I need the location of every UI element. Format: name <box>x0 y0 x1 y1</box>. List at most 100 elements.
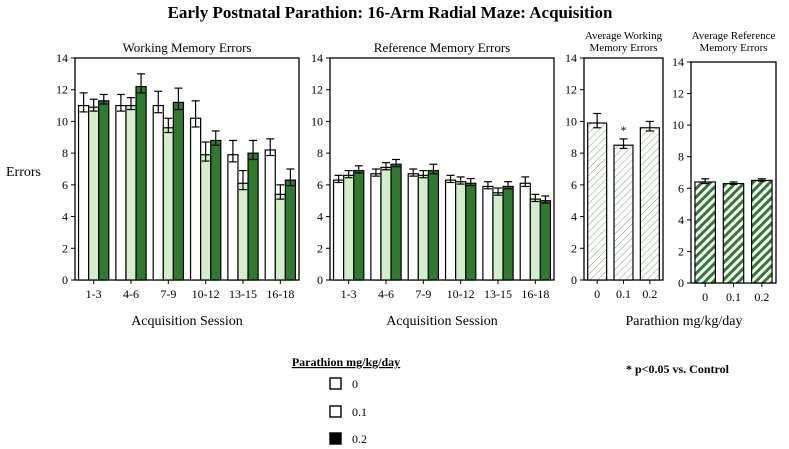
bar-13-15-dose-0.1 <box>237 182 249 281</box>
bar-7-9-dose-0 <box>152 104 164 281</box>
bar-16-18-dose-0 <box>264 149 276 281</box>
significance-note: * p<0.05 vs. Control <box>626 362 730 376</box>
x-tick-label: 13-15 <box>484 287 512 301</box>
bar-4-6-dose-0.1 <box>380 166 392 281</box>
legend-swatch-0 <box>329 377 342 390</box>
bar-10-12-dose-0.1 <box>455 181 467 281</box>
chart-title: Average Working <box>585 30 663 42</box>
x-tick-label: 7-9 <box>160 287 176 301</box>
y-tick-label: 0 <box>571 273 577 287</box>
bar-4-6-dose-0.1 <box>125 104 137 281</box>
chart-title: Working Memory Errors <box>123 40 252 55</box>
y-tick-label: 6 <box>571 178 577 192</box>
bar-16-18-dose-0.1 <box>529 198 541 281</box>
y-tick-label: 10 <box>565 114 577 128</box>
chart-panel-1: 0 2 4 6 8 10 12 14 Working Memory Errors Acquisit… <box>56 40 300 329</box>
x-axis-label: Acquisition Session <box>131 314 243 329</box>
y-axis-label: Errors <box>6 165 41 180</box>
y-tick-label: 8 <box>317 146 323 160</box>
legend-title: Parathion mg/kg/day <box>292 355 400 369</box>
y-tick-label: 0 <box>317 273 323 287</box>
y-tick-label: 10 <box>56 114 68 128</box>
y-tick-label: 12 <box>311 83 323 97</box>
bar-1-3-dose-0.1 <box>88 106 100 281</box>
bar-7-9-dose-0.1 <box>417 174 429 281</box>
y-tick-label: 14 <box>56 51 68 65</box>
y-tick-label: 12 <box>672 87 684 101</box>
figure-title: Early Postnatal Parathion: 16-Arm Radial… <box>168 3 613 22</box>
bar-dose-0.2 <box>639 127 660 281</box>
bar-10-12-dose-0 <box>189 117 202 281</box>
bar-10-12-dose-0.2 <box>210 139 222 281</box>
legend-label-0-2: 0.2 <box>352 432 367 446</box>
chart-title: Memory Errors <box>699 42 767 54</box>
plot-frame <box>329 57 555 281</box>
bar-4-6-dose-0 <box>115 104 127 281</box>
y-tick-label: 12 <box>565 83 577 97</box>
bar-16-18-dose-0.2 <box>539 200 552 281</box>
y-tick-label: 14 <box>672 55 684 69</box>
y-tick-label: 4 <box>62 210 68 224</box>
chart-panel-2: 0 2 4 6 8 10 12 14 Reference Memory Errors Acquis… <box>311 40 555 329</box>
bar-7-9-dose-0 <box>407 173 419 281</box>
bar-16-18-dose-0.1 <box>274 193 286 281</box>
y-tick-label: 2 <box>678 244 684 258</box>
y-tick-label: 8 <box>571 146 577 160</box>
x-tick-label: 16-18 <box>521 287 549 301</box>
x-tick-label: 0 <box>594 287 600 301</box>
chart-title: Memory Errors <box>589 42 657 54</box>
bar-dose-0.1 <box>722 182 745 284</box>
y-tick-label: 12 <box>56 83 68 97</box>
bar-16-18-dose-0.2 <box>284 179 297 281</box>
y-tick-label: 6 <box>678 181 684 195</box>
x-tick-label: 10-12 <box>447 287 475 301</box>
bar-dose-0.2 <box>751 179 773 284</box>
bar-4-6-dose-0.2 <box>390 163 402 281</box>
legend-swatch-0-2 <box>329 432 342 445</box>
x-tick-label: 1-3 <box>86 287 102 301</box>
x-tick-label: 16-18 <box>266 287 294 301</box>
bar-dose-0 <box>587 122 608 281</box>
bar-1-3-dose-0 <box>332 179 345 281</box>
x-tick-label: 4-6 <box>378 287 394 301</box>
bar-10-12-dose-0.2 <box>465 182 477 281</box>
plot-frame <box>74 57 300 281</box>
bar-13-15-dose-0.1 <box>492 192 504 281</box>
x-axis-label: Parathion mg/kg/day <box>625 314 742 329</box>
bar-4-6-dose-0 <box>370 173 382 281</box>
bar-7-9-dose-0.2 <box>172 101 185 281</box>
x-tick-label: 10-12 <box>192 287 220 301</box>
bar-13-15-dose-0.2 <box>247 152 259 281</box>
x-tick-label: 13-15 <box>229 287 257 301</box>
y-tick-label: 2 <box>62 241 68 255</box>
y-tick-label: 6 <box>62 178 68 192</box>
bar-13-15-dose-0 <box>482 185 494 281</box>
y-tick-label: 4 <box>317 210 323 224</box>
bar-1-3-dose-0.1 <box>343 174 355 281</box>
bar-dose-0 <box>694 181 716 284</box>
y-tick-label: 14 <box>565 51 577 65</box>
y-tick-label: 10 <box>672 118 684 132</box>
y-tick-label: 4 <box>571 210 577 224</box>
y-tick-label: 6 <box>317 178 323 192</box>
bar-10-12-dose-0 <box>444 179 457 281</box>
legend-label-0: 0 <box>352 377 358 391</box>
bar-13-15-dose-0.2 <box>502 185 514 281</box>
x-tick-label: 7-9 <box>415 287 431 301</box>
y-tick-label: 2 <box>571 241 577 255</box>
y-tick-label: 2 <box>317 241 323 255</box>
x-tick-label: 4-6 <box>123 287 139 301</box>
y-tick-label: 8 <box>62 146 68 160</box>
chart-title: Average Reference <box>692 30 776 42</box>
bar-1-3-dose-0 <box>77 104 90 281</box>
legend-label-0-1: 0.1 <box>352 405 367 419</box>
x-tick-label: 0 <box>702 290 708 304</box>
x-tick-label: 0.1 <box>726 290 741 304</box>
legend-swatch-0-1 <box>329 405 342 418</box>
x-tick-label: 1-3 <box>341 287 357 301</box>
bar-dose-0.1 <box>613 144 634 281</box>
y-tick-label: 0 <box>62 273 68 287</box>
